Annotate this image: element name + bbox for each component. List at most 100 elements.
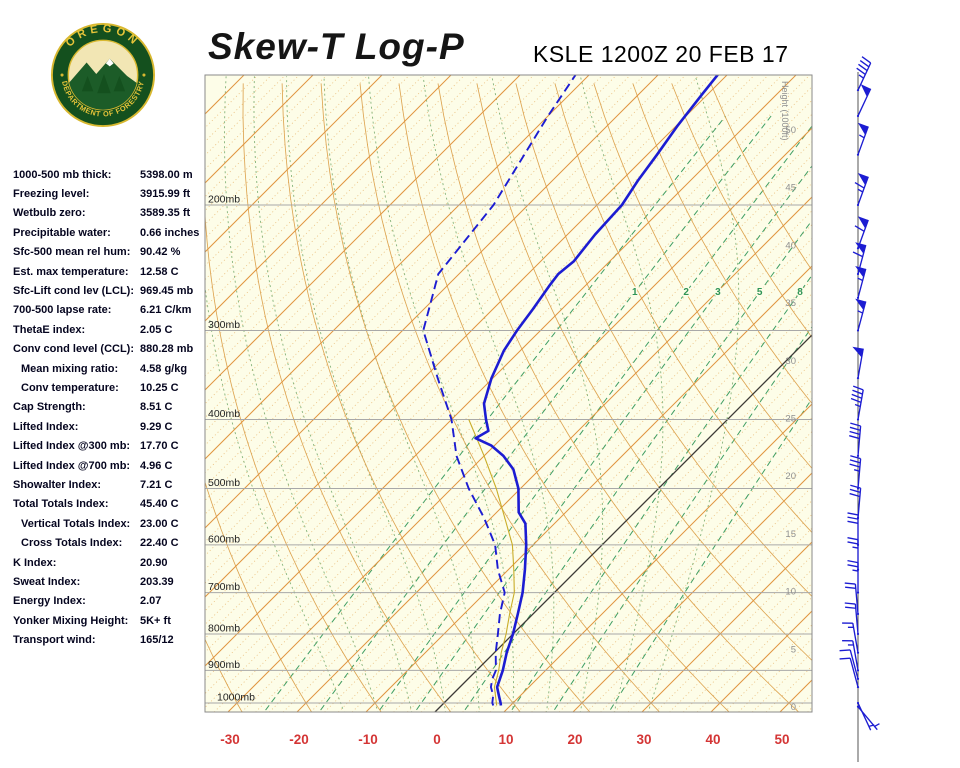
stat-value: 203.39 <box>140 575 174 588</box>
stat-row: Transport wind: 165/12 <box>13 630 218 649</box>
svg-text:0: 0 <box>791 702 796 713</box>
stat-value: 3589.35 ft <box>140 207 191 220</box>
svg-text:45: 45 <box>785 183 796 194</box>
wind-barb <box>847 512 860 547</box>
stat-value: 20.90 <box>140 556 168 569</box>
wind-barb <box>855 298 867 332</box>
stat-label: Wetbulb zero: <box>13 207 86 220</box>
stat-row: Lifted Index @300 mb: 17.70 C <box>13 436 218 455</box>
logo-dot-right <box>142 73 146 77</box>
stat-value: 5398.00 m <box>140 168 193 181</box>
temperature-axis-labels: -30 -20 -10 0 10 20 30 40 50 <box>220 732 789 747</box>
stat-label: Cap Strength: <box>13 401 86 414</box>
wind-barb <box>856 122 869 156</box>
svg-text:8: 8 <box>797 287 803 298</box>
stats-panel: 1000-500 mb thick: 5398.00 m Freezing leve… <box>13 165 218 650</box>
stat-label: 700-500 lapse rate: <box>13 304 112 317</box>
wind-barb <box>842 622 860 654</box>
zero-isotherm <box>434 334 812 712</box>
stat-value: 2.05 C <box>140 323 173 336</box>
stat-value: 4.96 C <box>140 459 173 472</box>
wetbulb-trace <box>468 419 515 706</box>
stat-row: Freezing level: 3915.99 ft <box>13 184 218 203</box>
stat-value: 10.25 C <box>140 381 179 394</box>
svg-text:-10: -10 <box>358 732 378 747</box>
stat-value: 12.58 C <box>140 265 179 278</box>
stat-value: 5K+ ft <box>140 614 171 627</box>
stat-label: Sweat Index: <box>13 575 81 588</box>
wind-barb <box>856 56 872 92</box>
plot-background <box>205 75 812 712</box>
stat-value: 8.51 C <box>140 401 173 414</box>
stat-label: Conv cond level (CCL): <box>13 343 135 356</box>
mixing-ratio-labels: 1 2 3 5 8 <box>630 286 804 300</box>
svg-text:10: 10 <box>785 587 796 598</box>
svg-text:20: 20 <box>567 732 582 747</box>
svg-text:200mb: 200mb <box>208 193 240 205</box>
svg-text:5: 5 <box>791 644 796 655</box>
svg-text:10: 10 <box>498 732 513 747</box>
wind-barb <box>854 216 869 250</box>
stat-row: Sweat Index: 203.39 <box>13 572 218 591</box>
stat-label: Transport wind: <box>13 634 96 647</box>
stat-value: 45.40 C <box>140 498 179 511</box>
stat-label: Lifted Index @700 mb: <box>13 459 131 472</box>
stat-value: 3915.99 ft <box>140 188 191 201</box>
stat-row: Yonker Mixing Height: 5K+ ft <box>13 611 218 630</box>
temperature-trace <box>474 75 720 706</box>
svg-text:30: 30 <box>785 356 796 367</box>
stat-value: 90.42 % <box>140 246 181 259</box>
stat-label: Est. max temperature: <box>13 265 129 278</box>
wind-barb <box>844 582 860 616</box>
dewpoint-trace <box>422 75 577 706</box>
svg-text:700mb: 700mb <box>208 581 240 593</box>
stat-label: Showalter Index: <box>13 478 102 491</box>
wind-barb <box>839 649 860 680</box>
stat-label: Sfc-500 mean rel hum: <box>13 246 131 259</box>
stat-label: K Index: <box>13 556 57 569</box>
stat-label: Precipitable water: <box>13 226 111 239</box>
svg-text:2: 2 <box>683 287 689 298</box>
stat-label: 1000-500 mb thick: <box>13 168 112 181</box>
svg-text:-20: -20 <box>289 732 309 747</box>
stat-value: 0.66 inches <box>140 226 200 239</box>
stat-row: ThetaE index: 2.05 C <box>13 320 218 339</box>
wind-barb <box>849 455 862 490</box>
stat-value: 4.58 g/kg <box>140 362 188 375</box>
page-title: Skew-T Log-P <box>208 26 465 67</box>
stat-row: 700-500 lapse rate: 6.21 C/km <box>13 301 218 320</box>
stat-value: 880.28 mb <box>140 343 194 356</box>
svg-text:-30: -30 <box>220 732 240 747</box>
stat-label: Yonker Mixing Height: <box>13 614 129 627</box>
wind-barb <box>844 602 860 636</box>
stat-row: 1000-500 mb thick: 5398.00 m <box>13 165 218 184</box>
svg-text:40: 40 <box>705 732 720 747</box>
stat-row: Lifted Index @700 mb: 4.96 C <box>13 456 218 475</box>
wind-barbs <box>839 56 880 762</box>
stat-label: ThetaE index: <box>13 323 86 336</box>
logo-tree <box>81 75 94 92</box>
stat-label: Vertical Totals Index: <box>21 517 131 530</box>
stat-value: 17.70 C <box>140 440 179 453</box>
stat-label: Conv temperature: <box>21 381 119 394</box>
stat-value: 22.40 C <box>140 537 179 550</box>
stat-row: Wetbulb zero: 3589.35 ft <box>13 204 218 223</box>
svg-text:900mb: 900mb <box>208 659 240 671</box>
stat-row: Sfc-Lift cond lev (LCL): 969.45 mb <box>13 281 218 300</box>
svg-text:5: 5 <box>757 287 763 298</box>
svg-text:1000mb: 1000mb <box>217 692 255 704</box>
stat-row: Precipitable water: 0.66 inches <box>13 223 218 242</box>
wind-barb <box>849 484 862 520</box>
svg-text:15: 15 <box>785 529 796 540</box>
svg-text:25: 25 <box>785 414 796 425</box>
svg-text:600mb: 600mb <box>208 533 240 545</box>
svg-text:40: 40 <box>785 240 796 251</box>
wind-barb <box>842 640 860 672</box>
stat-value: 2.07 <box>140 595 162 608</box>
stat-row: K Index: 20.90 <box>13 553 218 572</box>
svg-text:50: 50 <box>774 732 789 747</box>
height-axis-title: Height (1000ft) <box>780 81 790 141</box>
moist-adiabats <box>205 76 740 712</box>
